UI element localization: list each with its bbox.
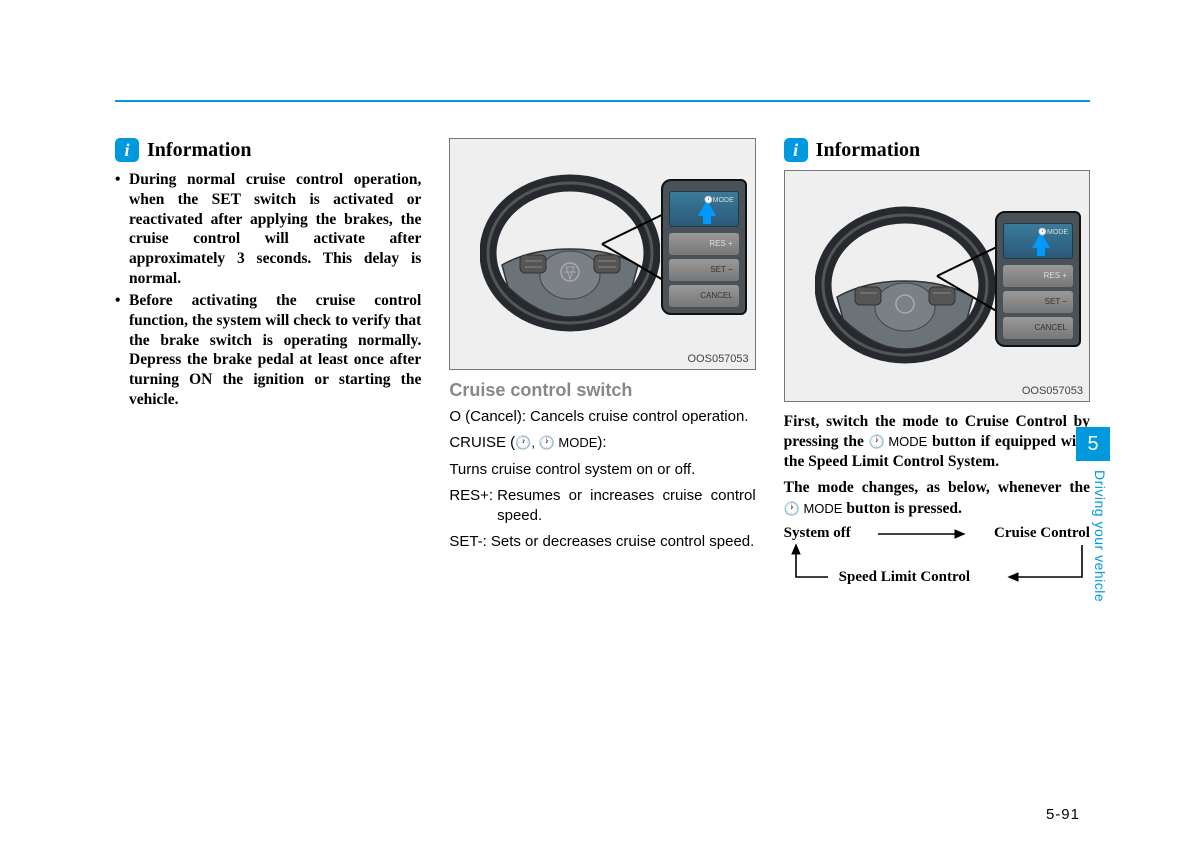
cancel-button: CANCEL [669, 285, 739, 307]
chapter-number: 5 [1087, 433, 1098, 456]
control-panel: 🕐MODE RES + SET − CANCEL [661, 179, 747, 315]
figure-code: OOS057053 [1022, 385, 1083, 397]
info-title: Information [816, 139, 920, 162]
column-1: i Information During normal cruise contr… [115, 138, 421, 595]
mode-button: 🕐MODE [669, 191, 739, 227]
cycle-arrows-icon [784, 525, 1094, 595]
definition-list: O (Cancel): Cancels cruise control opera… [449, 407, 755, 553]
def-body: Cancels cruise control operation. [530, 407, 756, 427]
paragraph: The mode changes, as below, whenever the… [784, 478, 1090, 518]
info-icon: i [784, 138, 808, 162]
info-header: i Information [115, 138, 421, 162]
text: button is pressed. [842, 500, 961, 517]
chapter-title: Driving your vehicle [1092, 470, 1108, 602]
info-title: Information [147, 139, 251, 162]
chapter-tab: 5 [1076, 427, 1110, 461]
mode-glyph-icon: 🕐 MODE [869, 434, 928, 451]
info-bullets: During normal cruise control operation, … [115, 170, 421, 410]
def-body: Sets or decreases cruise control speed. [491, 532, 756, 552]
def-term: RES+: [449, 486, 497, 527]
info-header: i Information [784, 138, 1090, 162]
page-content: i Information During normal cruise contr… [115, 138, 1090, 595]
def-item: RES+: Resumes or increases cruise contro… [449, 486, 755, 527]
text: CRUISE ( [449, 434, 515, 451]
header-rule [115, 100, 1090, 102]
def-item: SET-: Sets or decreases cruise control s… [449, 532, 755, 552]
page-number: 5-91 [1046, 806, 1080, 823]
def-term: SET-: [449, 532, 491, 552]
figure-code: OOS057053 [688, 353, 749, 365]
mode-glyph-icon: 🕐 MODE [784, 501, 843, 518]
column-3: i Information 🕐MO [784, 138, 1090, 595]
def-body: Resumes or increases cruise control spee… [497, 486, 756, 527]
figure-steering-wheel: 🕐MODE RES + SET − CANCEL OOS057053 [449, 138, 755, 370]
text: The mode changes, as below, whenever the [784, 479, 1090, 496]
info-icon: i [115, 138, 139, 162]
mode-button: 🕐MODE [1003, 223, 1073, 259]
bullet-item: During normal cruise control operation, … [115, 170, 421, 289]
def-body: Turns cruise control system on or off. [449, 460, 755, 480]
column-2: 🕐MODE RES + SET − CANCEL OOS057053 Cruis… [449, 138, 755, 595]
cancel-button: CANCEL [1003, 317, 1073, 339]
res-button: RES + [1003, 265, 1073, 287]
def-term: O (Cancel): [449, 407, 530, 427]
res-button: RES + [669, 233, 739, 255]
bullet-item: Before activating the cruise control fun… [115, 291, 421, 410]
mode-cycle-diagram: System off Cruise Control Speed Limit Co… [784, 525, 1090, 595]
section-heading: Cruise control switch [449, 380, 755, 401]
set-button: SET − [669, 259, 739, 281]
cruise-term-line: CRUISE (🕐, 🕐 MODE): [449, 433, 755, 453]
mode-glyph-icon: 🕐, 🕐 MODE [515, 434, 597, 452]
def-item: O (Cancel): Cancels cruise control opera… [449, 407, 755, 427]
control-panel: 🕐MODE RES + SET − CANCEL [995, 211, 1081, 347]
paragraph: First, switch the mode to Cruise Control… [784, 412, 1090, 472]
figure-steering-wheel: 🕐MODE RES + SET − CANCEL OOS057053 [784, 170, 1090, 402]
set-button: SET − [1003, 291, 1073, 313]
text: ): [597, 434, 606, 451]
